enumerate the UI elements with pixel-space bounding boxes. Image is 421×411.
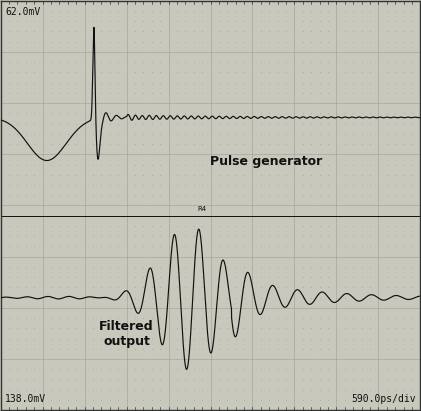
Text: 590.0ps/div: 590.0ps/div [352,394,416,404]
Text: Filtered
output: Filtered output [99,320,154,348]
Text: Pulse generator: Pulse generator [210,155,323,168]
Text: R4: R4 [197,206,207,212]
Text: 138.0mV: 138.0mV [5,394,46,404]
Text: 62.0mV: 62.0mV [5,7,40,17]
